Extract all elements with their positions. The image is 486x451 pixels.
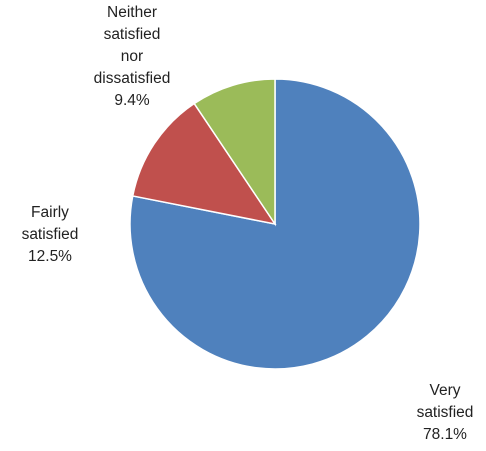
- pie-slice-very-satisfied: [129, 78, 421, 370]
- pie-label-fairly-satisfied: Fairly satisfied 12.5%: [22, 204, 79, 265]
- pie-label-line: Very: [429, 382, 460, 399]
- pie-label-line: 78.1%: [423, 426, 467, 443]
- pie-label-line: 9.4%: [114, 92, 150, 109]
- pie-label-line: satisfied: [104, 26, 161, 43]
- pie-label-line: satisfied: [22, 226, 79, 243]
- pie-label-line: dissatisfied: [94, 70, 171, 87]
- pie-label-very-satisfied: Very satisfied 78.1%: [417, 382, 474, 443]
- pie-slices: [129, 78, 421, 370]
- pie-label-line: Fairly: [31, 204, 69, 221]
- pie-label-neither-satisfied-nor-dissatisfied: Neither satisfied nor dissatisfied 9.4%: [94, 4, 171, 109]
- pie-label-line: Neither: [107, 4, 157, 21]
- pie-labels: Very satisfied 78.1% Fairly satisfied 12.5% Ne…: [22, 4, 474, 443]
- pie-label-line: 12.5%: [28, 248, 72, 265]
- pie-label-line: satisfied: [417, 404, 474, 421]
- pie-slice-fairly-satisfied: [131, 102, 277, 226]
- pie-label-line: nor: [121, 48, 143, 65]
- pie-slice-neither-satisfied-nor-dissatisfied: [193, 78, 276, 227]
